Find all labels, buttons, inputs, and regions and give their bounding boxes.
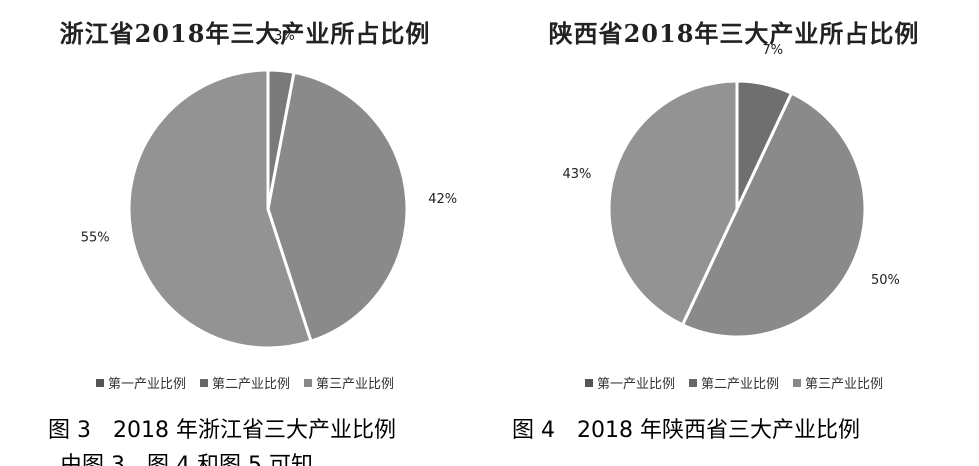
legend-item: 第二产业比例 xyxy=(688,373,779,392)
legend-item: 第一产业比例 xyxy=(584,373,675,392)
body-text-cut-off: 由图 3、图 4 和图 5 可知 xyxy=(60,452,480,466)
pie-slice-2 xyxy=(266,70,409,344)
pie-slice-3 xyxy=(127,68,313,350)
legend-swatch xyxy=(304,378,312,387)
chart-title: 浙江省2018年三大产业所占比例 xyxy=(59,19,431,48)
legend-label: 第二产业比例 xyxy=(211,377,290,392)
legend-item: 第二产业比例 xyxy=(199,373,290,392)
pie-slice-3 xyxy=(607,79,739,327)
legend-item: 第三产业比例 xyxy=(793,373,883,392)
legend-swatch xyxy=(793,378,801,387)
chart-title: 陕西省2018年三大产业所占比例 xyxy=(548,19,920,48)
figure-caption: 图 4 2018 年陕西省三大产业比例 xyxy=(512,418,860,443)
legend: 第一产业比例 第二产业比例 第三产业比例 xyxy=(10,373,480,392)
legend-label: 第一产业比例 xyxy=(596,377,675,392)
slice-value-label: 42% xyxy=(428,192,457,207)
legend-swatch xyxy=(688,378,697,387)
legend-swatch xyxy=(584,378,593,387)
legend-label: 第二产业比例 xyxy=(700,377,779,392)
slice-value-label: 7% xyxy=(762,43,783,58)
pie-chart-shaanxi: 7% 50% 43% xyxy=(562,43,900,339)
legend-label: 第三产业比例 xyxy=(316,377,395,392)
figure-caption: 图 3 2018 年浙江省三大产业比例 xyxy=(48,418,396,443)
pie-chart-zhejiang: 3% 42% 55% xyxy=(81,29,457,350)
legend-swatch xyxy=(95,378,104,387)
slice-value-label: 50% xyxy=(871,273,900,288)
body-text: 由图 3、图 4 和图 5 可知 xyxy=(60,453,313,466)
chart-panel-shaanxi: 陕西省2018年三大产业所占比例 7% 50% 43% 第一产业比例 第二产业比例 … xyxy=(499,0,969,400)
slice-value-label: 3% xyxy=(274,29,295,44)
slice-value-label: 55% xyxy=(81,230,110,245)
legend-label: 第一产业比例 xyxy=(107,377,186,392)
legend-item: 第三产业比例 xyxy=(304,373,394,392)
pie-slice-2 xyxy=(680,91,867,339)
legend: 第一产业比例 第二产业比例 第三产业比例 xyxy=(499,373,969,392)
legend-item: 第一产业比例 xyxy=(95,373,186,392)
legend-label: 第三产业比例 xyxy=(805,377,884,392)
slice-value-label: 43% xyxy=(562,167,591,182)
chart-panel-zhejiang: 浙江省2018年三大产业所占比例 3% 42% 55% 第一产业比例 第二产业比例 … xyxy=(10,0,480,400)
legend-swatch xyxy=(199,378,208,387)
